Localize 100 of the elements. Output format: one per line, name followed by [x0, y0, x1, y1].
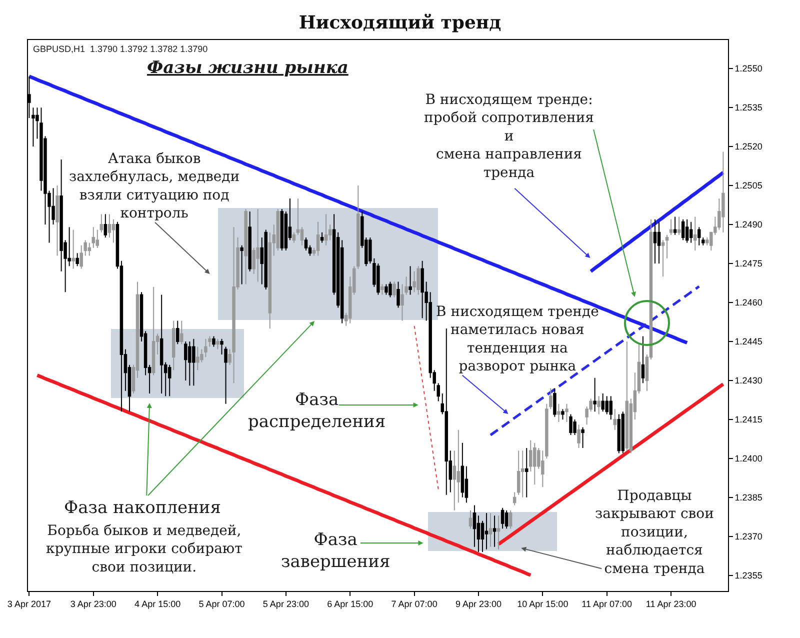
candlestick: [188, 340, 192, 386]
candlestick: [541, 450, 544, 488]
candlestick: [244, 208, 248, 285]
candlestick: [280, 208, 284, 252]
candlestick: [697, 226, 701, 246]
candlestick: [96, 229, 100, 248]
candlestick: [32, 107, 35, 148]
annotation: Фаза накопления: [64, 498, 221, 518]
candlestick: [565, 403, 568, 423]
y-tick-label: 1.2520: [734, 142, 762, 152]
candlestick: [388, 281, 392, 298]
y-tick-label: 1.2460: [734, 298, 762, 308]
candlestick: [520, 450, 524, 498]
candlestick: [420, 260, 424, 319]
chart-title: Нисходящий тренд: [298, 12, 502, 34]
candlestick: [92, 226, 96, 248]
line-series: [35, 374, 532, 577]
y-tick-label: 1.2430: [734, 376, 762, 386]
candlestick: [525, 448, 528, 498]
candlestick: [276, 208, 280, 252]
candlestick: [216, 338, 220, 350]
candlestick: [240, 244, 244, 285]
candlestick: [88, 242, 91, 256]
x-tick-label: 9 Apr 23:00: [455, 598, 502, 609]
y-tick-label: 1.2355: [734, 570, 762, 581]
x-tick-label: 11 Apr 23:00: [646, 598, 696, 609]
candlestick: [256, 208, 260, 282]
candlestick: [384, 284, 388, 296]
candlestick: [553, 388, 556, 418]
y-tick-label: 1.2505: [734, 180, 762, 191]
candlestick: [100, 214, 104, 233]
candlestick: [408, 266, 412, 296]
x-tick-label: 5 Apr 07:00: [198, 598, 245, 609]
x-tick-label: 7 Apr 07:00: [391, 598, 438, 609]
candlestick: [436, 382, 440, 402]
candlestick: [617, 414, 621, 454]
candlestick: [557, 403, 560, 423]
candlestick: [621, 411, 625, 454]
text: Фазы жизни рынка: [147, 58, 348, 78]
candlestick: [661, 240, 665, 278]
candlestick: [212, 336, 216, 348]
candlestick: [392, 281, 396, 298]
candlestick: [685, 218, 689, 244]
candlestick: [468, 510, 472, 530]
y-tick-label: 1.2370: [734, 532, 762, 542]
candlestick: [396, 281, 400, 308]
candlestick: [625, 340, 629, 452]
candlestick: [232, 226, 236, 384]
candlestick: [665, 234, 669, 259]
candlestick: [416, 266, 420, 296]
candlestick: [496, 515, 500, 550]
candlestick: [56, 185, 59, 256]
candlestick: [152, 286, 156, 376]
candlestick: [512, 492, 516, 506]
candlestick: [593, 377, 596, 412]
annotation: В нисходящем тренде наметилась новая тенденция на разворот рынка: [436, 304, 599, 375]
candlestick: [653, 218, 657, 264]
y-tick-label: 1.2415: [734, 414, 762, 425]
candlestick: [500, 507, 504, 530]
candlestick: [196, 346, 200, 371]
candlestick: [533, 442, 536, 485]
line-series: [414, 325, 439, 490]
candlestick: [613, 408, 616, 430]
candlestick: [304, 237, 308, 252]
candlestick: [492, 515, 496, 548]
candlestick: [172, 320, 176, 371]
candlestick: [72, 229, 75, 270]
candlestick: [722, 151, 725, 233]
candlestick: [108, 214, 112, 238]
candlestick: [693, 216, 697, 252]
x-tick-label: 3 Apr 2017: [7, 598, 51, 609]
candlestick: [292, 232, 296, 244]
candlestick: [192, 338, 196, 386]
annotation: Атака быков захлебнулась, медведи взяли ситуацию под контроль: [69, 151, 240, 222]
candlestick: [488, 512, 492, 548]
candlestick: [176, 320, 180, 345]
candlestick: [681, 218, 685, 241]
y-tick-label: 1.2445: [734, 336, 762, 347]
candlestick: [561, 408, 564, 420]
candlestick: [320, 232, 324, 244]
y-tick-label: 1.2400: [734, 454, 762, 464]
x-tick-label: 5 Apr 23:00: [262, 598, 309, 609]
candlestick: [324, 214, 328, 246]
x-tick-label: 6 Apr 15:00: [327, 598, 374, 609]
candlestick: [484, 512, 488, 550]
candlestick: [504, 510, 508, 530]
y-tick-label: 1.2490: [734, 220, 762, 230]
line-series: [589, 170, 725, 274]
x-tick-label: 4 Apr 15:00: [134, 598, 181, 609]
candlestick: [641, 336, 645, 384]
candlestick: [508, 510, 512, 530]
y-tick-label: 1.2550: [734, 64, 762, 74]
candlestick: [573, 418, 576, 436]
candlestick: [380, 284, 384, 296]
candlestick: [316, 221, 320, 256]
annotation: Фаза завершения: [281, 530, 390, 572]
candlestick: [160, 294, 164, 394]
candlestick: [677, 216, 681, 236]
annotation: Продавцы закрывают свои позиции, наблюдается смена тренда: [595, 488, 714, 577]
candlestick: [516, 450, 520, 496]
